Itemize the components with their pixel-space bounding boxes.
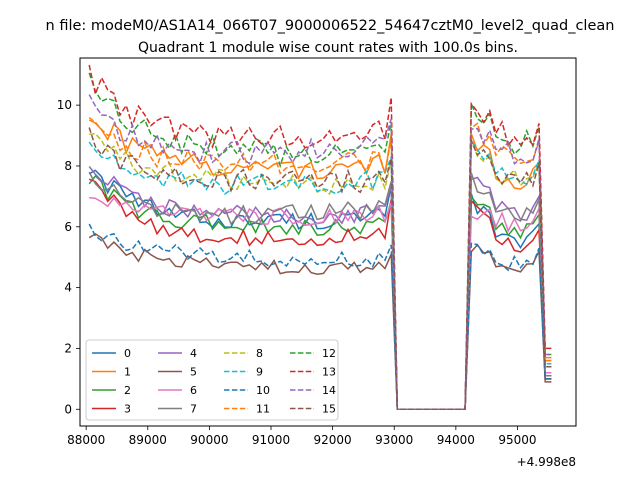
x-offset-label: +4.998e8 <box>517 455 576 469</box>
series-line-13 <box>88 64 552 411</box>
legend-label-1: 1 <box>124 366 131 379</box>
legend-label-5: 5 <box>190 366 197 379</box>
legend-label-2: 2 <box>124 384 131 397</box>
legend-label-11: 11 <box>256 403 270 416</box>
legend-label-15: 15 <box>322 403 336 416</box>
legend-label-0: 0 <box>124 347 131 360</box>
series-line-11 <box>88 117 552 411</box>
y-axis: 0 2 4 6 8 10 <box>57 98 80 416</box>
x-axis: 88000 89000 90000 91000 92000 93000 94000 95000 <box>67 426 537 447</box>
legend-label-13: 13 <box>322 366 336 379</box>
plot-area <box>88 64 552 411</box>
series-line-2 <box>88 174 552 411</box>
legend-label-12: 12 <box>322 347 336 360</box>
x-tick-label: 91000 <box>252 433 290 447</box>
legend-label-9: 9 <box>256 366 263 379</box>
legend-label-3: 3 <box>124 403 131 416</box>
y-tick-label: 10 <box>57 98 72 112</box>
series-line-10 <box>88 223 552 411</box>
legend-label-4: 4 <box>190 347 197 360</box>
series-line-15 <box>88 127 552 411</box>
series-line-9 <box>88 138 552 411</box>
series-line-3 <box>88 178 552 411</box>
y-tick-label: 6 <box>64 220 72 234</box>
legend-label-14: 14 <box>322 384 336 397</box>
chart-suptitle: n file: modeM0/AS1A14_066T07_9000006522_… <box>46 18 615 34</box>
x-tick-label: 92000 <box>314 433 352 447</box>
legend-label-7: 7 <box>190 403 197 416</box>
y-tick-label: 8 <box>64 159 72 173</box>
legend-box <box>85 339 339 421</box>
series-line-12 <box>88 72 552 411</box>
series-line-14 <box>88 94 552 411</box>
series-line-5 <box>88 233 552 411</box>
x-tick-label: 88000 <box>67 433 105 447</box>
axes-frame <box>79 57 577 427</box>
x-tick-label: 95000 <box>498 433 536 447</box>
legend-label-8: 8 <box>256 347 263 360</box>
chart-title: Quadrant 1 module wise count rates with … <box>138 40 518 56</box>
x-tick-label: 90000 <box>190 433 228 447</box>
legend-label-10: 10 <box>256 384 270 397</box>
x-tick-label: 89000 <box>129 433 167 447</box>
x-tick-label: 94000 <box>437 433 475 447</box>
y-tick-label: 0 <box>64 402 72 416</box>
y-tick-label: 2 <box>64 341 72 355</box>
series-line-6 <box>89 196 552 411</box>
x-tick-label: 93000 <box>375 433 413 447</box>
legend-label-6: 6 <box>190 384 197 397</box>
y-tick-label: 4 <box>64 281 72 295</box>
series-line-7 <box>88 171 552 411</box>
